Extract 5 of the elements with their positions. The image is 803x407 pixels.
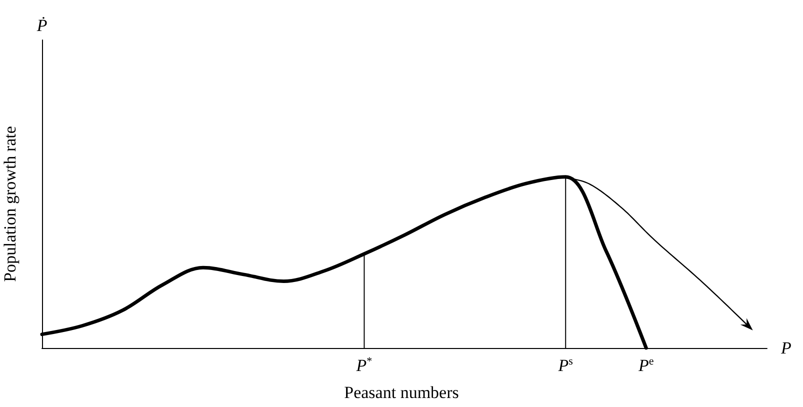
text: P	[780, 338, 792, 358]
text: Ṗ	[36, 16, 48, 35]
x-axis-title: Peasant numbers	[344, 383, 459, 402]
y-axis-title: Population growth rate	[0, 126, 20, 282]
x-tick-label: P*	[355, 356, 372, 375]
